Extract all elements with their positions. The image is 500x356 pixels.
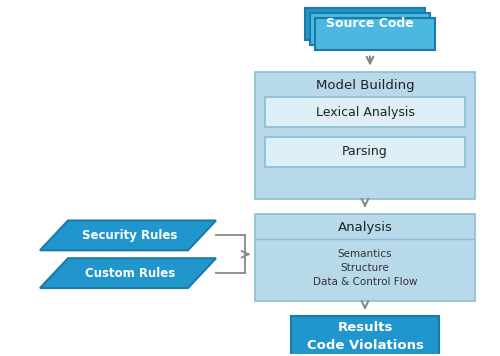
FancyBboxPatch shape (265, 137, 465, 167)
Text: Lexical Analysis: Lexical Analysis (316, 106, 414, 119)
FancyBboxPatch shape (265, 97, 465, 127)
Polygon shape (40, 258, 216, 288)
Text: Model Building: Model Building (316, 79, 414, 92)
FancyBboxPatch shape (255, 214, 475, 301)
Text: Source Code: Source Code (326, 17, 414, 30)
FancyBboxPatch shape (310, 13, 430, 45)
Text: Structure: Structure (340, 263, 390, 273)
Text: Data & Control Flow: Data & Control Flow (313, 277, 417, 287)
Text: Security Rules: Security Rules (82, 229, 178, 242)
FancyBboxPatch shape (255, 72, 475, 199)
Text: Analysis: Analysis (338, 221, 392, 234)
Polygon shape (40, 220, 216, 250)
Text: Semantics: Semantics (338, 249, 392, 259)
Text: Results
Code Violations: Results Code Violations (306, 321, 424, 352)
Text: Custom Rules: Custom Rules (85, 267, 175, 280)
Text: Parsing: Parsing (342, 146, 388, 158)
FancyBboxPatch shape (291, 316, 439, 356)
FancyBboxPatch shape (315, 18, 435, 49)
FancyBboxPatch shape (305, 8, 425, 40)
